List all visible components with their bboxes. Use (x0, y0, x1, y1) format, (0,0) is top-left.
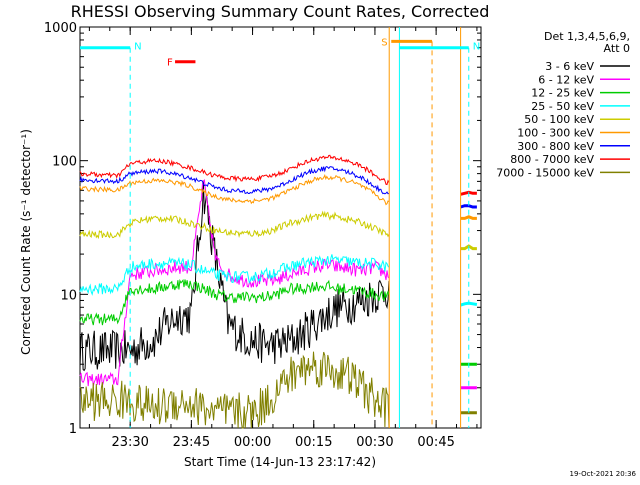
annotation-label: S (381, 37, 387, 48)
legend-label: 50 - 100 keV (524, 113, 594, 126)
legend-label: 300 - 800 keV (517, 140, 594, 153)
x-tick-label: 00:30 (356, 435, 393, 450)
legend-label: 100 - 300 keV (517, 127, 594, 140)
x-tick-label: 23:30 (111, 435, 148, 450)
legend-label: 25 - 50 keV (531, 100, 594, 113)
series-line-12-25-keV (79, 278, 390, 326)
y-tick-label: 1 (69, 422, 77, 437)
y-axis-label: Corrected Count Rate (s⁻¹ detector⁻¹) (19, 129, 33, 355)
x-tick-label: 00:00 (234, 435, 271, 450)
y-tick-label: 10 (60, 288, 77, 303)
series-line-25-50-keV (79, 254, 390, 296)
annotation-label: F (167, 58, 173, 69)
legend-header-line-1: Det 1,3,4,5,6,9, (544, 30, 630, 43)
legend-label: 7000 - 15000 keV (496, 166, 594, 179)
post-gap-line-300-800-keV (460, 204, 477, 209)
legend-label: 3 - 6 keV (545, 60, 594, 73)
series-line-7000-15000-keV (79, 351, 390, 429)
legend-label: 6 - 12 keV (538, 73, 594, 86)
x-tick-label: 00:15 (295, 435, 332, 450)
footer-date: 19-Oct-2021 20:36 (570, 470, 637, 478)
y-tick-label: 100 (52, 155, 77, 170)
series-line-6-12-keV (79, 178, 390, 387)
annotation-label: N (473, 42, 480, 53)
x-tick-label: 23:45 (173, 435, 210, 450)
chart-title: RHESSI Observing Summary Count Rates, Co… (71, 2, 490, 21)
series-line-300-800-keV (79, 166, 390, 195)
x-tick-label: 00:45 (417, 435, 454, 450)
series-line-3-6-keV (79, 180, 390, 372)
legend-label: 12 - 25 keV (531, 87, 594, 100)
legend-label: 800 - 7000 keV (510, 153, 594, 166)
series-line-800-7000-keV (79, 154, 390, 186)
x-axis-label: Start Time (14-Jun-13 23:17:42) (184, 455, 376, 469)
plot-frame (79, 26, 482, 429)
plot-area: 1 10 100 1000 23:30 23:45 00:00 00:15 00:30 00:45… (44, 21, 482, 450)
post-gap-line-100-300-keV (460, 215, 477, 220)
series-line-100-300-keV (79, 174, 390, 206)
annotation-label: N (134, 42, 141, 53)
y-tick-label: 1000 (44, 21, 77, 36)
legend-header-line-2: Att 0 (604, 42, 630, 55)
series-line-50-100-keV (79, 210, 390, 240)
